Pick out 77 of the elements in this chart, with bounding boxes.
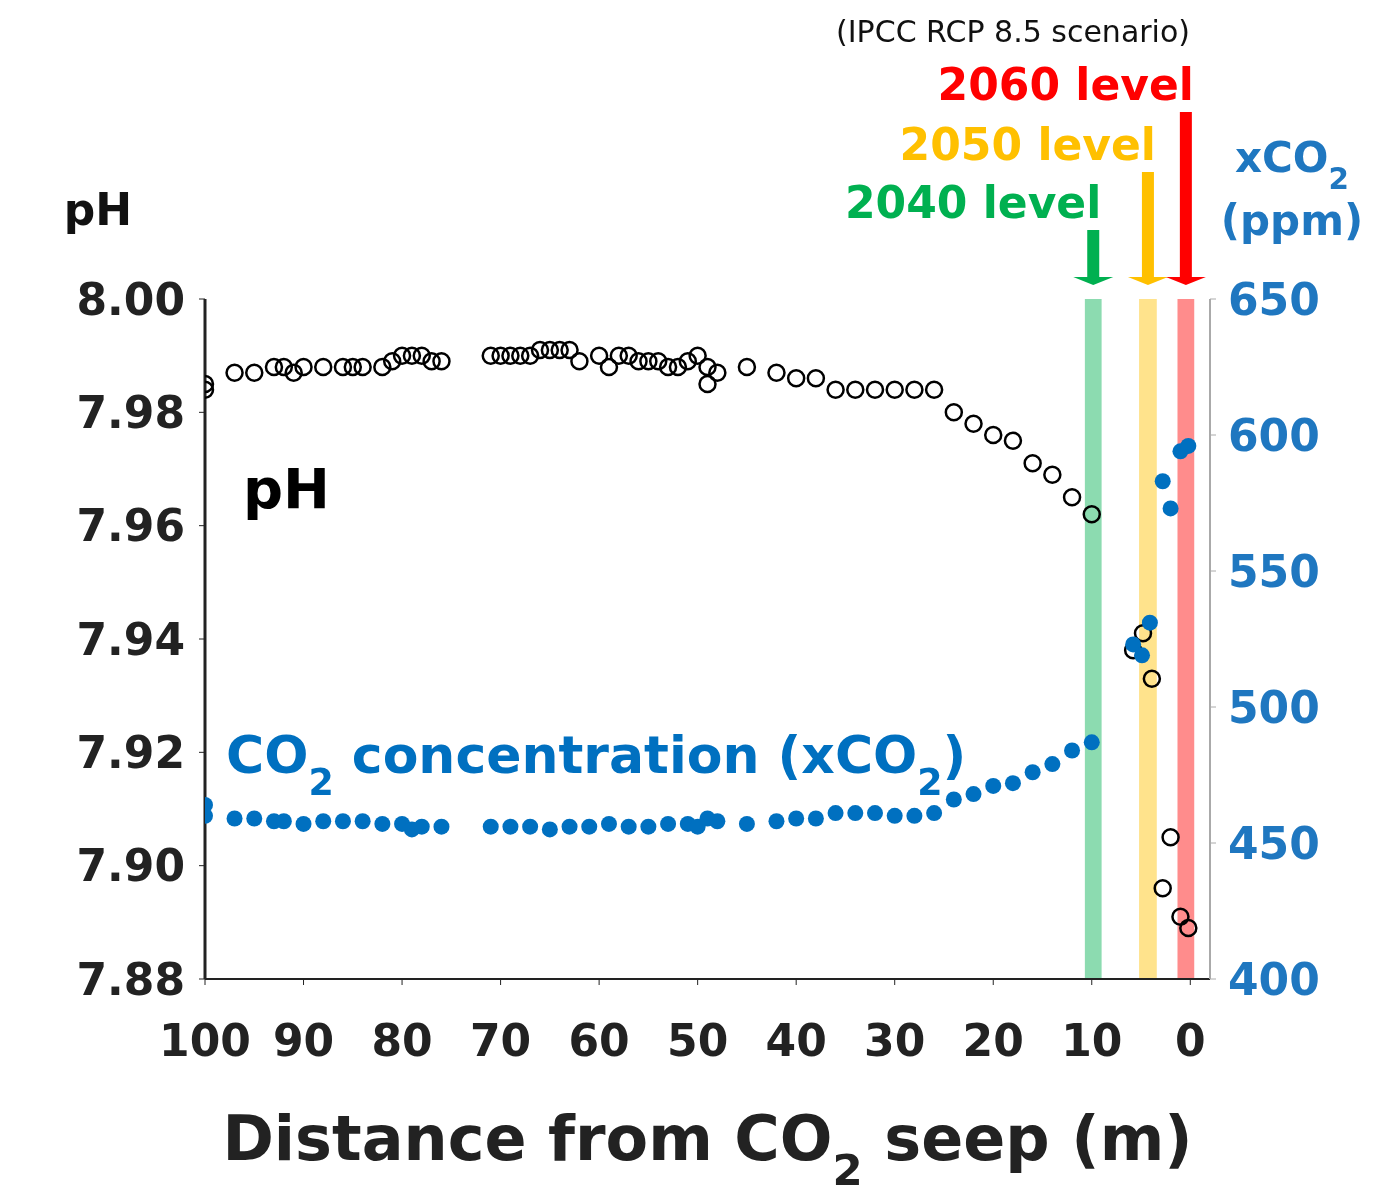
y-tick-label: 7.90 xyxy=(76,840,185,892)
point xyxy=(1134,647,1151,664)
point xyxy=(965,786,982,803)
series-label: pH xyxy=(243,456,330,521)
x-tick-label: 10 xyxy=(1061,1015,1123,1067)
point xyxy=(226,810,243,827)
point xyxy=(1125,636,1142,653)
point xyxy=(561,818,578,835)
point xyxy=(847,805,864,822)
x-tick-label: 80 xyxy=(371,1015,433,1067)
point xyxy=(522,818,539,835)
band-label: 2040 level xyxy=(844,177,1102,228)
point xyxy=(600,815,617,832)
point xyxy=(945,791,962,808)
y2-tick-label: 400 xyxy=(1228,953,1320,1005)
point xyxy=(1180,437,1197,454)
y2-tick-label: 450 xyxy=(1228,817,1320,869)
band-label: 2050 level xyxy=(899,119,1156,170)
point xyxy=(354,813,371,830)
x-tick-label: 40 xyxy=(765,1015,827,1067)
x-tick-label: 20 xyxy=(962,1015,1024,1067)
point xyxy=(482,818,499,835)
x-tick-label: 60 xyxy=(568,1015,630,1067)
point xyxy=(709,813,726,830)
x-axis-title: Distance from CO$_{2}$ seep (m) xyxy=(222,1102,1193,1185)
point xyxy=(502,818,519,835)
point xyxy=(295,815,312,832)
point xyxy=(1162,500,1179,517)
point xyxy=(768,813,785,830)
y2-tick-label: 550 xyxy=(1228,545,1320,597)
y-tick-label: 8.00 xyxy=(76,273,185,325)
point xyxy=(374,815,391,832)
point xyxy=(1064,742,1081,759)
y-tick-label: 7.88 xyxy=(76,953,185,1005)
point xyxy=(1083,734,1100,751)
point xyxy=(926,805,943,822)
x-tick-label: 100 xyxy=(159,1015,251,1067)
point xyxy=(246,810,263,827)
point xyxy=(906,807,923,824)
point xyxy=(985,777,1002,794)
point xyxy=(1024,764,1041,781)
point xyxy=(827,805,844,822)
point xyxy=(334,813,351,830)
series-label: CO$_{2}$ concentration (xCO$_{2}$) xyxy=(226,725,967,804)
x-tick-label: 70 xyxy=(469,1015,532,1067)
point xyxy=(886,807,903,824)
point xyxy=(738,815,755,832)
point xyxy=(413,818,430,835)
text: (IPCC RCP 8.5 scenario) xyxy=(836,14,1190,49)
x-tick-label: 90 xyxy=(272,1015,335,1067)
point xyxy=(433,818,450,835)
y-tick-label: 7.98 xyxy=(76,386,185,438)
y2-axis-title: xCO$_{2}$ (ppm) xyxy=(1220,133,1364,245)
point xyxy=(620,818,637,835)
point xyxy=(807,810,824,827)
y-tick-label: 7.92 xyxy=(76,726,185,778)
y-tick-label: 7.94 xyxy=(76,613,185,665)
point xyxy=(867,805,883,822)
y2-tick-label: 600 xyxy=(1228,409,1320,461)
y-tick-label: 7.96 xyxy=(76,500,185,552)
point xyxy=(640,818,657,835)
point xyxy=(1154,473,1171,490)
y2-tick-label: 500 xyxy=(1228,681,1320,733)
y-axis-title: pH xyxy=(63,184,133,235)
point xyxy=(1004,775,1021,792)
point xyxy=(315,813,332,830)
y2-tick-label: 650 xyxy=(1228,273,1320,325)
point xyxy=(660,815,677,832)
point xyxy=(581,818,598,835)
point xyxy=(1141,614,1158,631)
x-tick-label: 30 xyxy=(864,1015,926,1067)
x-tick-label: 50 xyxy=(667,1015,729,1067)
x-tick-label: 0 xyxy=(1174,1015,1206,1067)
point xyxy=(788,810,805,827)
point xyxy=(1044,756,1061,773)
band-label: 2060 level xyxy=(937,59,1194,110)
point xyxy=(541,821,558,838)
